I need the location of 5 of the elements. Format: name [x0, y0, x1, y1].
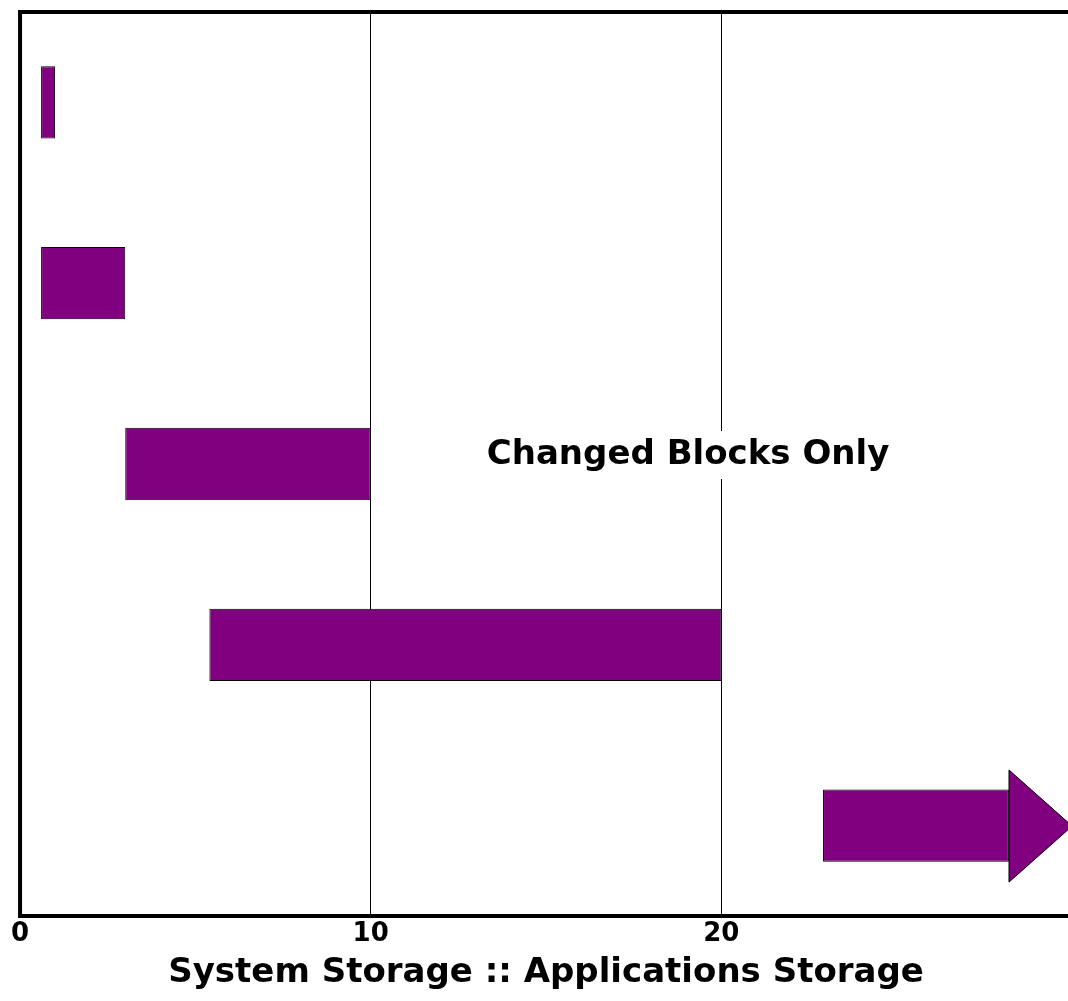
- x-tick-label: 10: [352, 917, 389, 948]
- annotation: Changed Blocks Only: [486, 431, 890, 472]
- x-tick-label: 20: [703, 917, 740, 948]
- x-axis-title: System Storage :: Applications Storage: [168, 950, 924, 991]
- x-tick-label: 0: [11, 917, 30, 948]
